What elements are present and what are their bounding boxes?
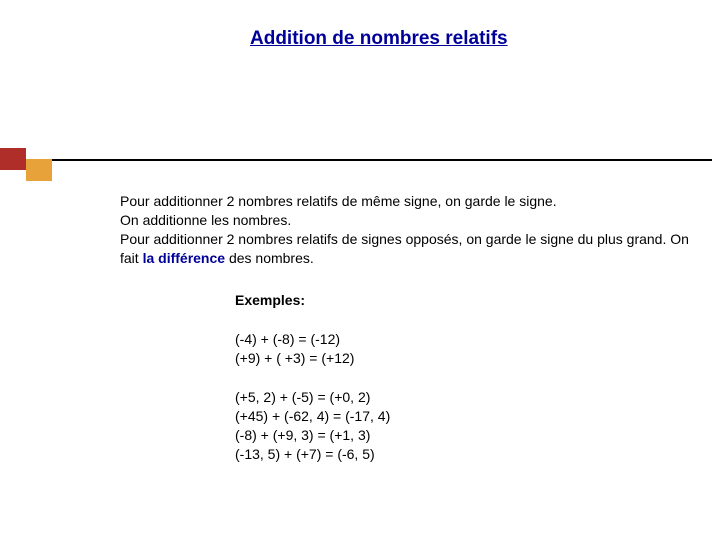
body-paragraph: Pour additionner 2 nombres relatifs de m… bbox=[120, 192, 700, 268]
body-line-2b: des nombres. bbox=[225, 250, 314, 266]
body-line-1b: On additionne les nombres. bbox=[120, 212, 291, 228]
example-line: (-8) + (+9, 3) = (+1, 3) bbox=[235, 426, 390, 445]
page-title: Addition de nombres relatifs bbox=[250, 28, 508, 50]
example-line: (+5, 2) + (-5) = (+0, 2) bbox=[235, 388, 390, 407]
body-line-1a: Pour additionner 2 nombres relatifs de m… bbox=[120, 193, 557, 209]
example-line: (-13, 5) + (+7) = (-6, 5) bbox=[235, 445, 390, 464]
horizontal-rule bbox=[52, 159, 712, 161]
example-line: (+9) + ( +3) = (+12) bbox=[235, 349, 354, 368]
examples-block-1: (-4) + (-8) = (-12) (+9) + ( +3) = (+12) bbox=[235, 330, 354, 368]
examples-heading: Exemples: bbox=[235, 292, 305, 308]
accent-block-orange bbox=[26, 159, 52, 181]
examples-block-2: (+5, 2) + (-5) = (+0, 2) (+45) + (-62, 4… bbox=[235, 388, 390, 464]
body-emphasis: la différence bbox=[143, 250, 225, 266]
accent-block-red bbox=[0, 148, 26, 170]
example-line: (-4) + (-8) = (-12) bbox=[235, 330, 354, 349]
example-line: (+45) + (-62, 4) = (-17, 4) bbox=[235, 407, 390, 426]
